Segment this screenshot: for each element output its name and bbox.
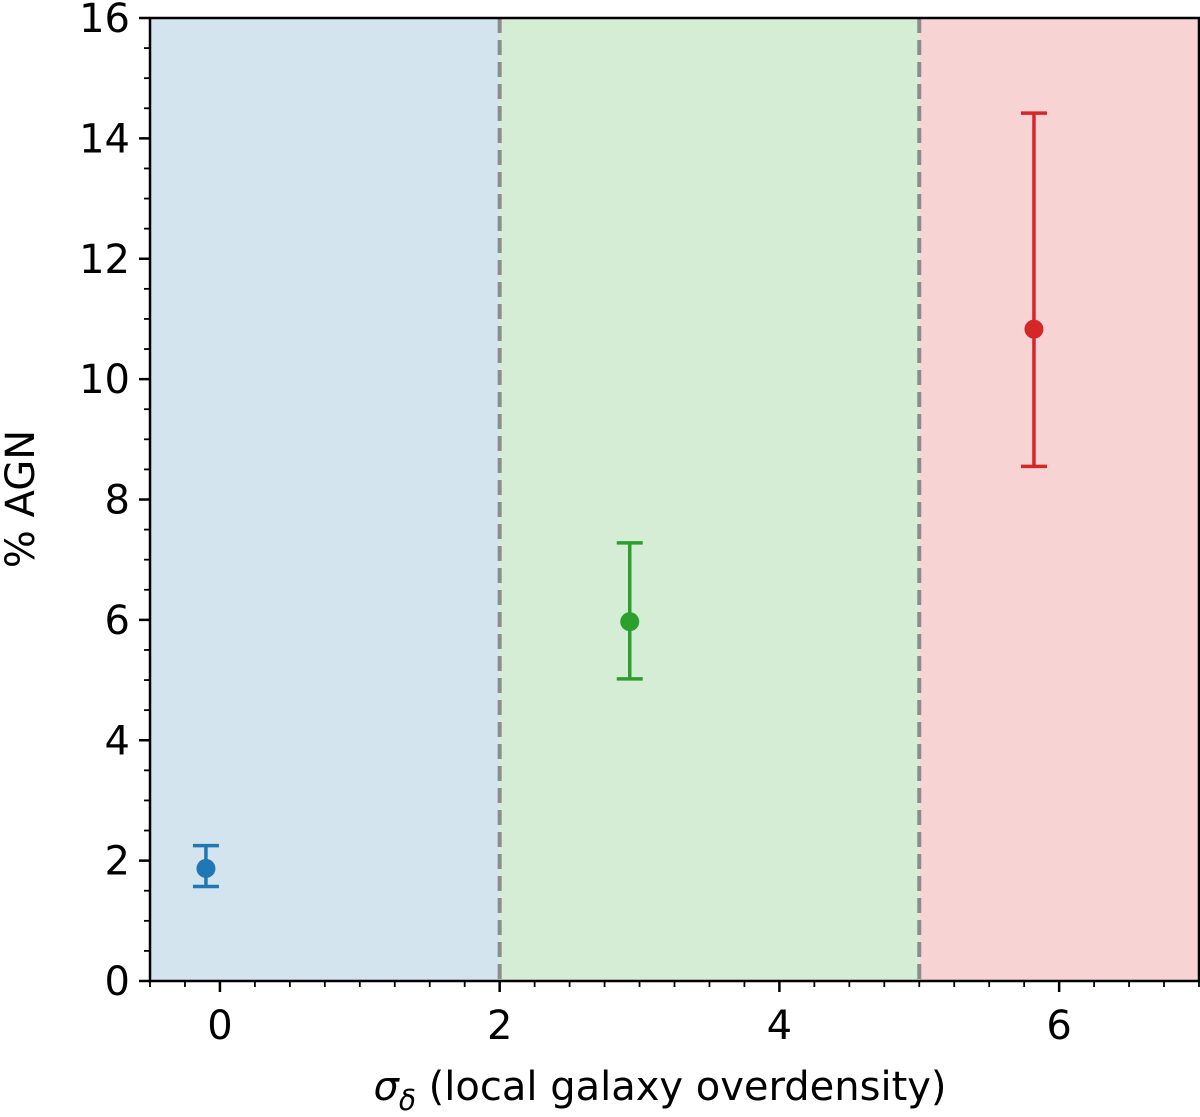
- data-point-group-2: [1020, 111, 1047, 469]
- data-point-marker-2: [1024, 319, 1044, 339]
- divider-lines: [497, 18, 922, 981]
- region-1: [499, 18, 920, 981]
- x-tick-label: 2: [487, 1003, 512, 1049]
- data-points: [192, 111, 1047, 889]
- data-point-group-1: [616, 541, 643, 681]
- x-tick-label: 0: [207, 1003, 232, 1049]
- y-tick-label: 12: [79, 237, 130, 283]
- data-point-marker-1: [620, 612, 640, 632]
- region-0: [150, 18, 500, 981]
- ticks: 0 2 4 6 0 2 4 6 8 10 12 14 16: [79, 0, 1200, 1049]
- y-tick-label: 14: [79, 116, 130, 162]
- x-axis-label-text: (local galaxy overdensity): [416, 1064, 947, 1110]
- y-tick-label: 6: [105, 598, 130, 644]
- y-tick-label: 16: [79, 0, 130, 42]
- x-axis-label: σδ (local galaxy overdensity): [373, 1064, 946, 1117]
- x-tick-label: 6: [1046, 1003, 1071, 1049]
- x-tick-label: 4: [767, 1003, 792, 1049]
- x-axis-label-subscript: δ: [399, 1084, 416, 1117]
- y-tick-label: 10: [79, 357, 130, 403]
- y-tick-label: 2: [105, 839, 130, 885]
- region-2: [919, 18, 1199, 981]
- data-point-group-0: [192, 843, 219, 889]
- y-axis-label: % AGN: [0, 430, 44, 568]
- background-regions: [150, 18, 1199, 981]
- y-tick-label: 0: [105, 959, 130, 1005]
- y-tick-label: 4: [105, 718, 130, 764]
- x-axis-label-symbol: σ: [373, 1064, 400, 1110]
- y-tick-label: 8: [105, 478, 130, 524]
- data-point-marker-0: [196, 858, 216, 878]
